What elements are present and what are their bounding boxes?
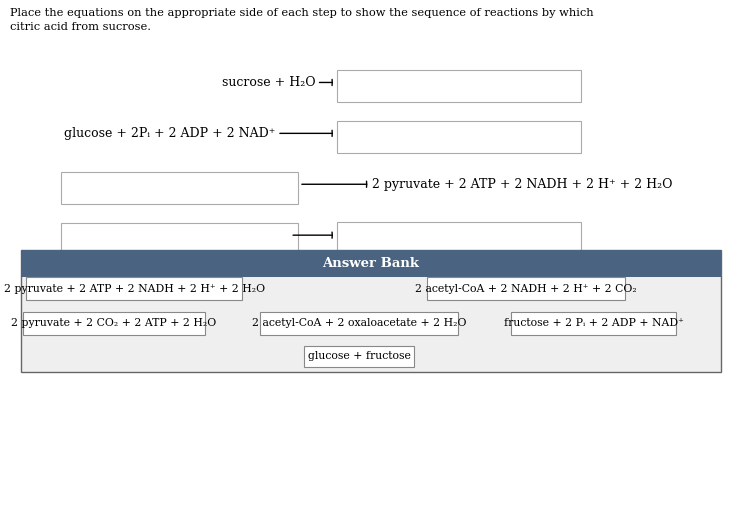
FancyBboxPatch shape	[337, 222, 581, 254]
FancyBboxPatch shape	[23, 312, 205, 335]
FancyBboxPatch shape	[260, 312, 458, 335]
Text: 2 pyruvate + 2 ATP + 2 NADH + 2 H⁺ + 2 H₂O: 2 pyruvate + 2 ATP + 2 NADH + 2 H⁺ + 2 H…	[4, 284, 265, 294]
Text: sucrose + H₂O: sucrose + H₂O	[221, 76, 315, 89]
Text: glucose + fructose: glucose + fructose	[308, 351, 410, 361]
Text: glucose + 2Pᵢ + 2 ADP + 2 NAD⁺: glucose + 2Pᵢ + 2 ADP + 2 NAD⁺	[64, 127, 275, 140]
Text: 2 pyruvate + 2 CO₂ + 2 ATP + 2 H₂O: 2 pyruvate + 2 CO₂ + 2 ATP + 2 H₂O	[11, 318, 216, 328]
Text: Answer Bank: Answer Bank	[322, 257, 419, 270]
FancyBboxPatch shape	[337, 121, 581, 153]
Text: citric acid from sucrose.: citric acid from sucrose.	[10, 22, 150, 32]
Text: 2 acetyl-CoA + 2 NADH + 2 H⁺ + 2 CO₂: 2 acetyl-CoA + 2 NADH + 2 H⁺ + 2 CO₂	[416, 284, 637, 294]
Text: 2 citrate + 2 CoA: 2 citrate + 2 CoA	[372, 322, 482, 335]
Text: 2 pyruvate + 2 NAD⁺ + 2 CoA: 2 pyruvate + 2 NAD⁺ + 2 CoA	[96, 229, 288, 242]
FancyBboxPatch shape	[61, 223, 298, 256]
FancyBboxPatch shape	[21, 250, 721, 277]
FancyBboxPatch shape	[427, 277, 625, 300]
FancyBboxPatch shape	[61, 317, 298, 349]
Text: 2 pyruvate + 2 ATP + 2 NADH + 2 H⁺ + 2 H₂O: 2 pyruvate + 2 ATP + 2 NADH + 2 H⁺ + 2 H…	[372, 178, 672, 191]
Text: fructose + 2 Pᵢ + 2 ADP + NAD⁺: fructose + 2 Pᵢ + 2 ADP + NAD⁺	[504, 318, 684, 328]
FancyBboxPatch shape	[304, 346, 414, 367]
FancyBboxPatch shape	[337, 70, 581, 102]
Text: 2 oxaloacetate + 2 ADP + 2 Pᵢ + 4H⁺: 2 oxaloacetate + 2 ADP + 2 Pᵢ + 4H⁺	[372, 279, 608, 293]
Text: Place the equations on the appropriate side of each step to show the sequence of: Place the equations on the appropriate s…	[10, 8, 597, 18]
FancyBboxPatch shape	[512, 312, 676, 335]
Text: 2 acetyl-CoA + 2 oxaloacetate + 2 H₂O: 2 acetyl-CoA + 2 oxaloacetate + 2 H₂O	[252, 318, 466, 328]
FancyBboxPatch shape	[26, 277, 242, 300]
FancyBboxPatch shape	[21, 250, 721, 372]
FancyBboxPatch shape	[61, 275, 298, 307]
FancyBboxPatch shape	[61, 172, 298, 204]
